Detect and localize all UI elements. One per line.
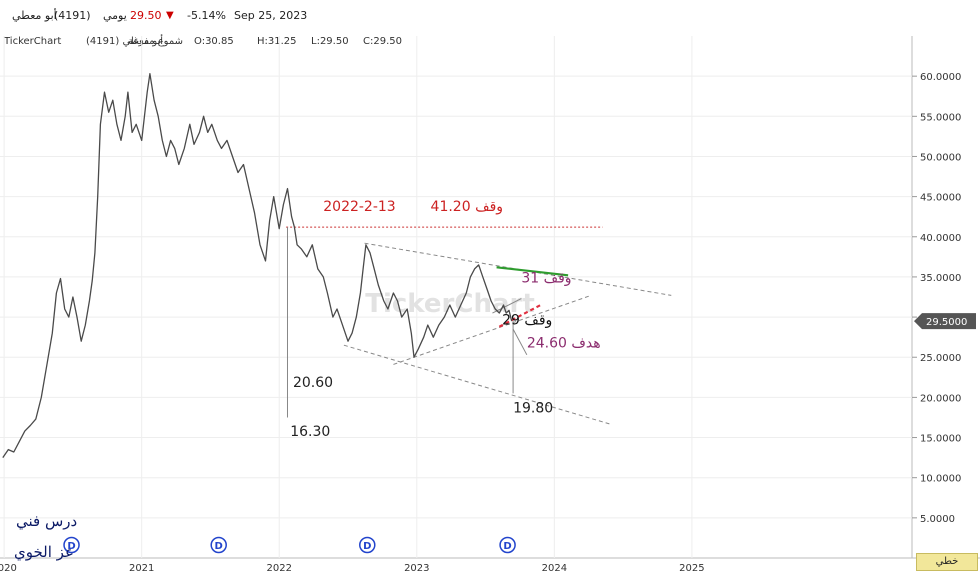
close-value: C:29.50 xyxy=(363,36,402,47)
dividend-marker-letter: D xyxy=(363,541,371,552)
annotation-stop: وقف 31 xyxy=(521,271,571,287)
symbol-name: أبو معطي xyxy=(12,9,57,22)
red-segment-line xyxy=(498,304,542,328)
x-tick-label: 2025 xyxy=(679,563,704,574)
annotation-date: 2022-2-13 xyxy=(323,199,395,215)
dividend-marker-letter: D xyxy=(503,541,511,552)
annotation-target: هدف 24.60 xyxy=(527,336,601,352)
high-value: H:31.25 xyxy=(257,36,297,47)
x-tick-label: 2023 xyxy=(404,563,429,574)
x-tick-label: 2024 xyxy=(542,563,567,574)
open-value: O:30.85 xyxy=(194,36,234,47)
period-label[interactable]: يومي xyxy=(103,9,127,22)
y-tick-label: 20.0000 xyxy=(920,393,961,404)
y-tick-label: 10.0000 xyxy=(920,474,961,485)
chart-info-bar: TickerChart أبو معطي (4191) شموع مفرغة O… xyxy=(0,36,912,50)
signature-line-2: عز الخوي xyxy=(14,543,74,561)
y-tick-label: 5.0000 xyxy=(920,514,955,525)
dividend-marker-icon[interactable] xyxy=(499,536,516,554)
last-price-label: 29.5000 xyxy=(926,317,967,328)
x-tick-label: 2021 xyxy=(129,563,154,574)
last-price-tag xyxy=(914,313,976,330)
dividend-marker-icon[interactable] xyxy=(210,536,227,554)
y-tick-label: 55.0000 xyxy=(920,112,961,123)
dividend-marker-letter: D xyxy=(215,541,223,552)
target-pointer-line xyxy=(512,328,528,356)
y-tick-label: 35.0000 xyxy=(920,273,961,284)
price-series-line xyxy=(2,73,513,458)
annotation-level: 19.80 xyxy=(513,401,553,417)
last-price: 29.50 xyxy=(130,9,162,22)
brand-label: TickerChart xyxy=(4,36,62,47)
x-tick-label: 2022 xyxy=(267,563,292,574)
dividend-marker-icon[interactable] xyxy=(63,536,80,554)
chart-symbol: أبو معطي (4191) xyxy=(86,36,164,47)
down-arrow-icon: ▼ xyxy=(166,10,174,21)
annotation-level: 16.30 xyxy=(290,424,330,440)
dividend-marker-icon[interactable] xyxy=(359,536,376,554)
y-tick-label: 15.0000 xyxy=(920,434,961,445)
y-tick-label: 60.0000 xyxy=(920,72,961,83)
symbol-code: (4191) xyxy=(54,9,91,22)
annotation-level: 20.60 xyxy=(293,375,333,391)
y-tick-label: 50.0000 xyxy=(920,152,961,163)
chart-style: شموع مفرغة xyxy=(128,36,183,47)
line-style-button[interactable]: خطي xyxy=(916,553,978,571)
low-value: L:29.50 xyxy=(311,36,349,47)
signature-line-1: درس فني xyxy=(16,512,78,530)
green-segment-line xyxy=(496,266,569,277)
percent-change: -5.14% xyxy=(187,9,226,22)
y-tick-label: 25.0000 xyxy=(920,353,961,364)
y-tick-label: 40.0000 xyxy=(920,233,961,244)
quote-date: Sep 25, 2023 xyxy=(234,9,308,22)
quote-header: أبو معطي (4191) يومي 29.50 ▼ -5.14% Sep … xyxy=(0,0,980,32)
dividend-marker-letter: D xyxy=(67,541,75,552)
annotation-stop: وقف 41.20 xyxy=(431,199,504,215)
y-tick-label: 45.0000 xyxy=(920,193,961,204)
annotation-stop: وقف 29 xyxy=(502,312,552,328)
